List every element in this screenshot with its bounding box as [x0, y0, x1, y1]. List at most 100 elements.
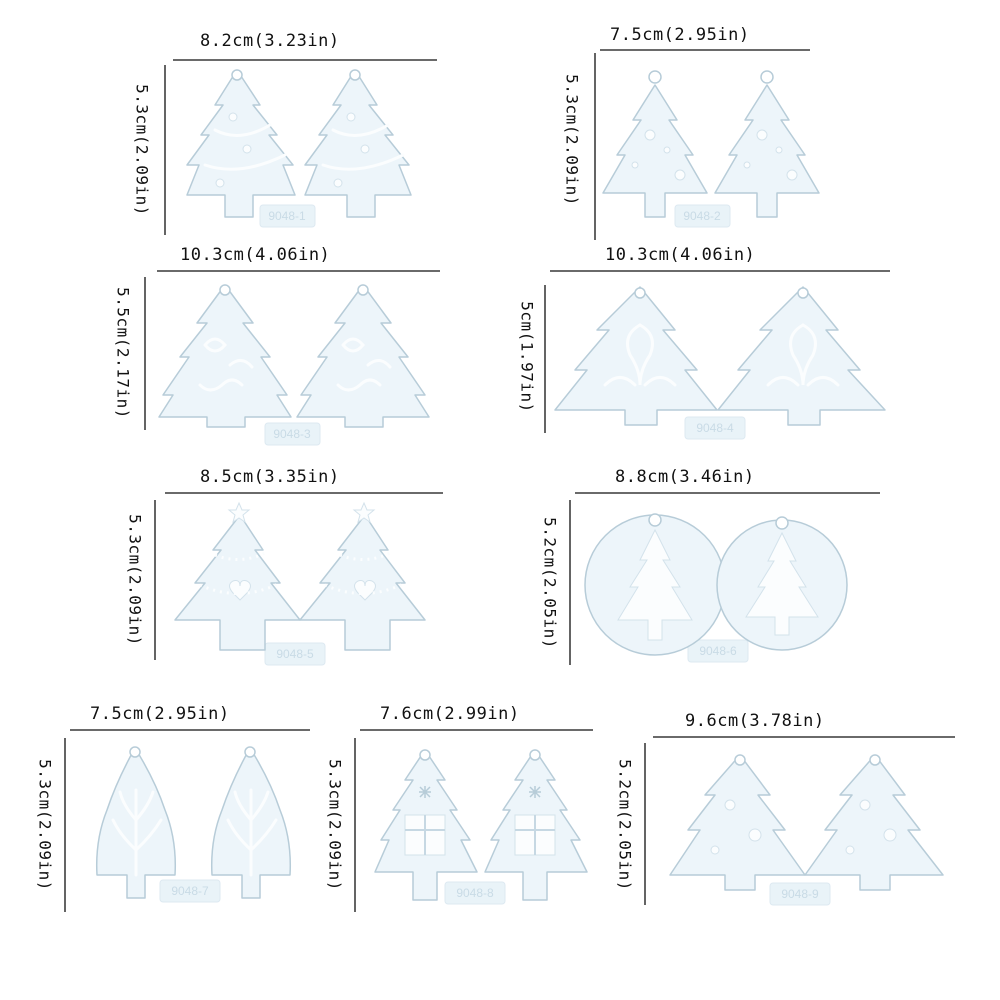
width-label: 8.5cm(3.35in)	[200, 467, 340, 487]
heart-icon	[229, 580, 251, 601]
left-tree	[554, 286, 718, 426]
ornament	[644, 129, 656, 141]
right-tree-cutout	[745, 531, 819, 636]
mold-code: 9048-5	[276, 647, 314, 661]
mold-code: 9048-3	[273, 427, 311, 441]
width-label: 10.3cm(4.06in)	[605, 245, 756, 265]
left-tree	[186, 69, 296, 218]
left-filigree	[603, 323, 677, 387]
hang-hole	[775, 516, 789, 530]
heart-icon	[354, 580, 376, 601]
hang-hole	[357, 284, 369, 296]
ornament	[748, 828, 762, 842]
mold-9048-8-graphic	[354, 729, 593, 912]
left-tree-cutout	[617, 528, 693, 641]
ornament	[242, 144, 252, 154]
right-filigree	[766, 323, 840, 387]
ornament	[710, 845, 720, 855]
mold-9048-8: 7.6cm(2.99in) 5.3cm(2.09in) 9048-8	[326, 700, 605, 920]
mold-code: 9048-8	[456, 886, 494, 900]
width-label: 8.8cm(3.46in)	[615, 467, 755, 487]
right-dotted-garland	[324, 551, 406, 595]
width-label: 7.5cm(2.95in)	[90, 704, 230, 724]
mold-9048-3-graphic	[144, 270, 440, 446]
ornament	[786, 169, 798, 181]
mold-9048-2-graphic	[594, 49, 820, 240]
snowflake-icon	[419, 786, 541, 798]
hang-hole	[349, 69, 361, 81]
hang-hole	[244, 746, 256, 758]
hang-hole	[797, 287, 809, 299]
height-label: 5.3cm(2.09in)	[562, 74, 582, 206]
hang-hole	[648, 70, 662, 84]
left-garland	[203, 123, 287, 171]
left-tree	[669, 754, 806, 891]
mold-code: 9048-2	[683, 209, 721, 223]
mold-9048-4: 10.3cm(4.06in) 5cm(1.97in) 9048-4	[518, 245, 895, 455]
height-label: 5.3cm(2.09in)	[132, 84, 152, 216]
left-dotted-garland	[199, 551, 281, 595]
mold-9048-9: 9.6cm(3.78in) 5.2cm(2.05in) 9048-9	[616, 705, 960, 920]
hang-hole	[648, 513, 662, 527]
left-tree	[158, 284, 292, 428]
height-label: 5cm(1.97in)	[517, 301, 537, 413]
mold-code: 9048-6	[699, 644, 737, 658]
right-tree	[804, 754, 944, 891]
mold-9048-6-graphic	[569, 492, 880, 665]
right-branches	[226, 788, 278, 877]
ornament	[346, 112, 356, 122]
ornament	[674, 169, 686, 181]
hang-hole	[634, 287, 646, 299]
code-tab	[259, 204, 316, 228]
mold-9048-4-graphic	[544, 270, 890, 440]
ornament	[859, 799, 871, 811]
mold-9048-7: 7.5cm(2.95in) 5.3cm(2.09in) 9048-7	[36, 700, 320, 920]
star-icon	[352, 501, 376, 524]
mold-9048-5: 8.5cm(3.35in) 5.3cm(2.09in) 9048-5	[126, 465, 455, 680]
gift-ribbons	[405, 815, 555, 855]
hang-hole	[734, 754, 746, 766]
mold-code: 9048-4	[696, 421, 734, 435]
code-tab	[769, 882, 831, 906]
ornament	[743, 161, 751, 169]
mold-9048-6: 8.8cm(3.46in) 5.2cm(2.05in) 9048-6	[541, 465, 890, 680]
height-label: 5.2cm(2.05in)	[615, 759, 635, 891]
code-tab	[159, 879, 221, 903]
code-tab	[264, 422, 321, 446]
left-swirls	[198, 337, 254, 392]
height-label: 5.2cm(2.05in)	[540, 517, 560, 649]
hang-hole	[231, 69, 243, 81]
left-tree	[602, 84, 708, 218]
height-label: 5.3cm(2.09in)	[35, 759, 55, 891]
ornament	[215, 178, 225, 188]
left-branches	[111, 788, 163, 877]
mold-code: 9048-9	[781, 887, 819, 901]
right-swirls	[336, 337, 392, 392]
height-label: 5.3cm(2.09in)	[125, 514, 145, 646]
width-label: 7.5cm(2.95in)	[610, 25, 750, 45]
width-label: 7.6cm(2.99in)	[380, 704, 520, 724]
mold-9048-9-graphic	[644, 736, 955, 906]
hang-hole	[869, 754, 881, 766]
ornament	[333, 178, 343, 188]
ornament	[631, 161, 639, 169]
mold-code: 9048-7	[171, 884, 209, 898]
mold-9048-5-graphic	[154, 492, 443, 666]
ornament	[883, 828, 897, 842]
height-label: 5.5cm(2.17in)	[113, 287, 133, 419]
ornament	[228, 112, 238, 122]
ornament	[360, 144, 370, 154]
ornament	[724, 799, 736, 811]
right-tree	[296, 284, 430, 428]
mold-9048-7-graphic	[64, 729, 310, 912]
width-label: 8.2cm(3.23in)	[200, 31, 340, 51]
hang-hole	[219, 284, 231, 296]
hang-hole	[760, 70, 774, 84]
mold-9048-3: 10.3cm(4.06in) 5.5cm(2.17in) 9048-3	[114, 245, 445, 455]
right-tree	[717, 286, 886, 426]
ornament	[775, 146, 783, 154]
ornament	[756, 129, 768, 141]
width-label: 9.6cm(3.78in)	[685, 711, 825, 731]
hang-hole	[529, 749, 541, 761]
hang-hole	[129, 746, 141, 758]
